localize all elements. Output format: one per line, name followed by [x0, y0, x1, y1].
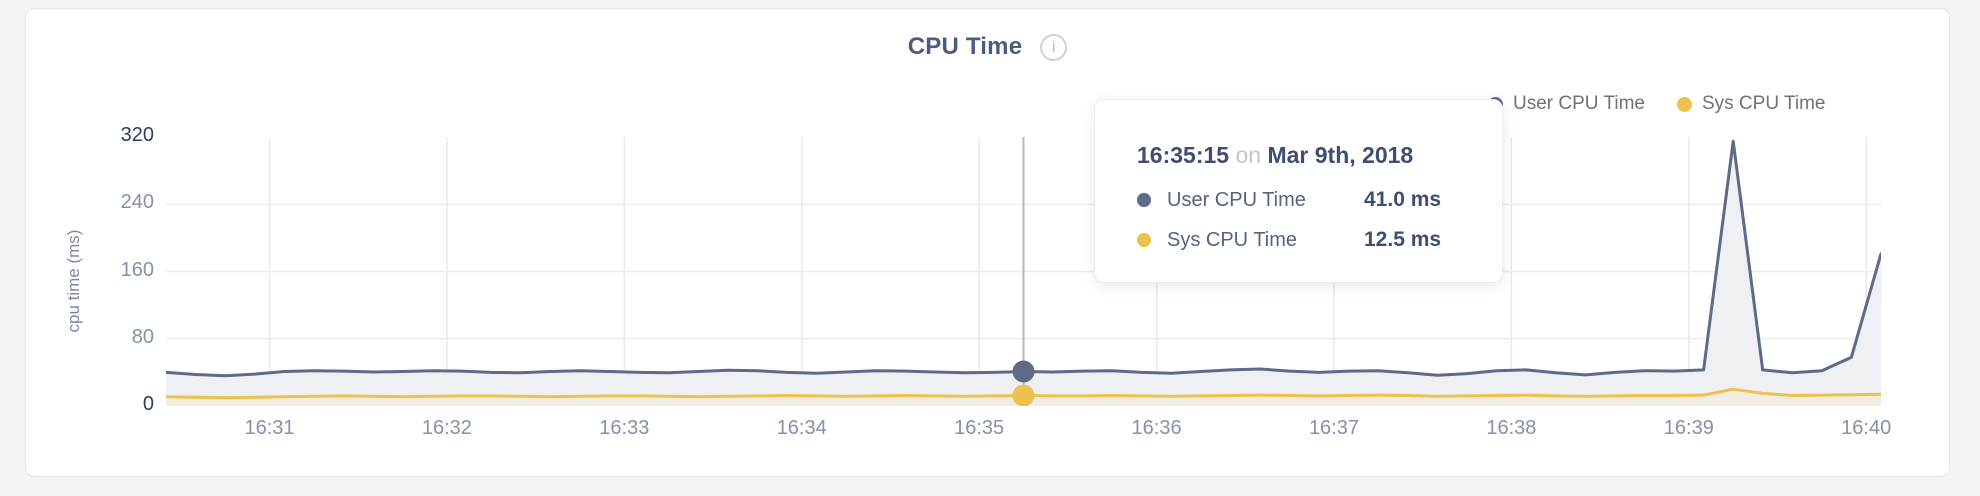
user-area-fill: [166, 141, 1881, 406]
sys-series-dot-icon: [1676, 96, 1692, 112]
tooltip-sys-dot-icon: [1137, 233, 1151, 247]
x-axis-label: 16:31: [244, 417, 295, 439]
legend-label-user: User CPU Time: [1513, 93, 1645, 114]
tooltip-row-sys: Sys CPU Time 12.5 ms: [1137, 220, 1474, 260]
chart-plot-area[interactable]: [164, 137, 1883, 407]
tooltip-timestamp: 16:35:15 on Mar 9th, 2018: [1137, 140, 1474, 170]
x-axis-label: 16:35: [954, 417, 1005, 439]
y-axis-label: 0: [142, 393, 154, 415]
chart-title: CPU Time: [907, 33, 1023, 60]
tooltip-date: Mar 9th, 2018: [1267, 142, 1414, 168]
tooltip-user-dot-icon: [1137, 193, 1151, 207]
tooltip-connector: on: [1235, 142, 1262, 168]
legend-item-user-cpu-time[interactable]: User CPU Time: [1488, 93, 1645, 115]
tooltip-row-user: User CPU Time 41.0 ms: [1137, 180, 1474, 220]
hover-marker-user[interactable]: [1012, 360, 1035, 383]
y-axis-title: cpu time (ms): [64, 229, 83, 333]
x-axis-label: 16:32: [421, 417, 472, 439]
chart-header: CPU Time i: [26, 33, 1949, 61]
y-axis-label: 160: [120, 258, 154, 281]
chart-legend: User CPU Time Sys CPU Time: [1488, 93, 1826, 115]
tooltip-user-value: 41.0 ms: [1364, 188, 1442, 211]
x-axis-label: 16:37: [1308, 417, 1359, 439]
legend-item-sys-cpu-time[interactable]: Sys CPU Time: [1676, 93, 1826, 115]
cpu-time-chart-card: CPU Time i User CPU Time Sys CPU Time cp…: [25, 8, 1950, 477]
y-axis-title-wrap: cpu time (ms): [64, 181, 84, 381]
chart-tooltip: 16:35:15 on Mar 9th, 2018 User CPU Time …: [1094, 99, 1503, 283]
tooltip-user-label: User CPU Time: [1167, 188, 1306, 211]
y-axis-label: 240: [120, 191, 154, 214]
legend-label-sys: Sys CPU Time: [1701, 93, 1826, 114]
x-axis-label: 16:36: [1131, 417, 1182, 439]
x-axis-label: 16:38: [1486, 417, 1537, 439]
info-icon[interactable]: i: [1040, 33, 1068, 61]
y-axis-label: 320: [120, 124, 154, 146]
hover-marker-sys[interactable]: [1012, 384, 1035, 407]
x-axis-label: 16:40: [1841, 417, 1892, 439]
x-axis-label: 16:39: [1663, 417, 1714, 439]
x-axis-label: 16:33: [599, 417, 650, 439]
tooltip-sys-value: 12.5 ms: [1364, 228, 1442, 251]
x-axis-label: 16:34: [776, 417, 827, 439]
y-axis-label: 80: [131, 325, 154, 348]
tooltip-sys-label: Sys CPU Time: [1167, 228, 1298, 251]
tooltip-time: 16:35:15: [1137, 142, 1230, 168]
